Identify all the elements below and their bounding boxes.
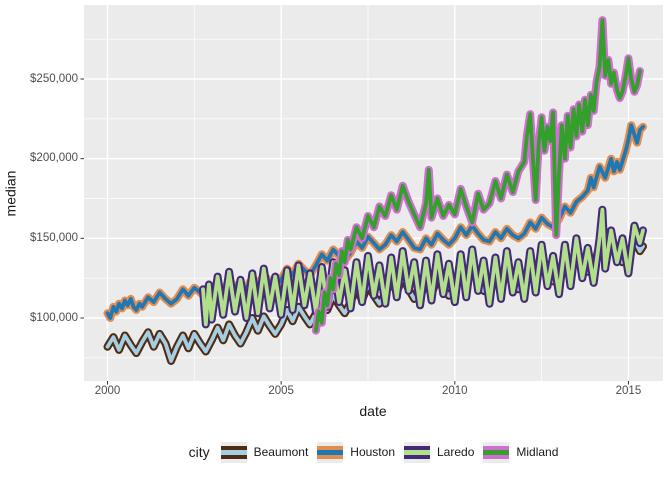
legend-label-midland: Midland — [516, 445, 559, 459]
legend-label-laredo: Laredo — [437, 445, 475, 459]
y-tick-label-100k: $100,000 — [30, 311, 78, 324]
series-group — [103, 16, 647, 365]
legend-item-beaumont: Beaumont — [220, 441, 309, 463]
x-tick-label-2000: 2000 — [94, 385, 121, 397]
legend-title: city — [188, 444, 210, 460]
legend-item-laredo: Laredo — [404, 441, 475, 463]
legend-key-midland — [483, 441, 510, 463]
x-tick-label-2010: 2010 — [442, 385, 468, 397]
y-tick-label-250k: $250,000 — [30, 72, 78, 85]
houston-line — [105, 123, 645, 320]
key-fill-stripe — [220, 449, 247, 455]
laredo-line — [201, 207, 645, 327]
legend-item-houston: Houston — [317, 441, 395, 463]
key-outline-stripe — [404, 445, 430, 450]
key-outline-stripe — [220, 445, 247, 450]
midland-line — [314, 18, 642, 333]
x-tick-label-2015: 2015 — [615, 385, 642, 397]
x-axis-title: date — [359, 403, 387, 419]
panel-background — [84, 5, 663, 381]
legend-key-houston — [317, 441, 344, 463]
key-fill-stripe — [404, 449, 430, 455]
y-tick-label-150k: $150,000 — [30, 231, 78, 244]
legend-label-beaumont: Beaumont — [253, 445, 309, 459]
key-outline-stripe — [317, 445, 344, 450]
key-outline-stripe — [483, 454, 510, 459]
legend: city Beaumont Houston Laredo — [84, 438, 663, 466]
legend-item-midland: Midland — [483, 441, 559, 463]
legend-label-houston: Houston — [350, 445, 395, 459]
y-axis-title: median — [2, 170, 19, 217]
x-tick-label-2005: 2005 — [268, 385, 294, 397]
key-outline-stripe — [220, 454, 247, 459]
key-outline-stripe — [404, 454, 430, 459]
key-fill-stripe — [483, 449, 510, 455]
legend-key-beaumont — [220, 441, 247, 463]
legend-key-laredo — [404, 441, 430, 463]
key-outline-stripe — [317, 454, 344, 459]
y-tick-label-200k: $200,000 — [30, 152, 78, 165]
key-outline-stripe — [483, 445, 510, 450]
key-fill-stripe — [317, 449, 344, 455]
